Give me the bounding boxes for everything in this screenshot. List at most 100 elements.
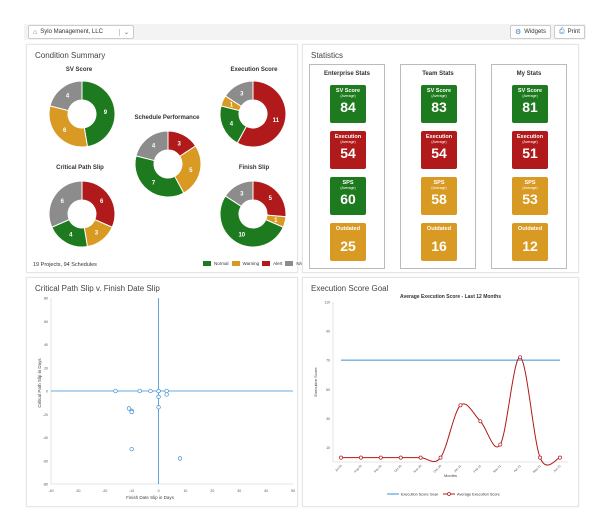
execution-tile[interactable]: Execution (Average) 54 <box>421 131 457 169</box>
top-toolbar: ⌂ Sylo Management, LLC ⌄ ⚙ Widgets ⎙ Pri… <box>24 24 586 40</box>
slice-normal[interactable] <box>81 80 116 148</box>
scatter-point[interactable] <box>164 388 169 394</box>
outdated-tile[interactable]: Outdated 25 <box>330 223 366 261</box>
tile-sublabel: (Average) <box>522 94 538 98</box>
x-tick-label: Oct-20 <box>393 464 402 473</box>
execution-tile[interactable]: Execution (Average) 54 <box>330 131 366 169</box>
stats-column-3: My Stats SV Score (Average) 81 Execution (A… <box>491 64 567 269</box>
slice-alert[interactable] <box>81 180 116 228</box>
panel-title: Condition Summary <box>35 51 106 60</box>
sps-tile[interactable]: SPS (Average) 60 <box>330 177 366 215</box>
y-tick-label: -60 <box>43 459 48 463</box>
donut-exec: 11 4 13 <box>219 80 287 148</box>
x-tick-label: 30 <box>237 489 241 493</box>
y-tick-label: 90 <box>326 330 330 334</box>
execution-tile[interactable]: Execution (Average) 51 <box>512 131 548 169</box>
x-tick-label: Apr-21 <box>513 464 522 473</box>
sv-score-tile[interactable]: SV Score (Average) 83 <box>421 85 457 123</box>
print-button[interactable]: ⎙ Print <box>554 25 585 39</box>
avg-score-point[interactable] <box>538 455 543 460</box>
legend-swatch-warning <box>231 261 240 266</box>
avg-score-point[interactable] <box>498 442 503 447</box>
scatter-point[interactable] <box>156 394 161 399</box>
scatter-point[interactable] <box>156 388 161 394</box>
slice-value-label: 3 <box>240 191 244 197</box>
widgets-label: Widgets <box>524 29 546 35</box>
avg-score-point[interactable] <box>478 419 483 424</box>
x-tick-label: -40 <box>48 489 53 493</box>
slice-na[interactable] <box>224 180 254 208</box>
tile-value: 51 <box>522 145 538 161</box>
scatter-point[interactable] <box>129 446 134 452</box>
slice-na[interactable] <box>48 180 83 228</box>
stats-column-header: My Stats <box>516 71 542 77</box>
avg-score-point[interactable] <box>438 455 443 460</box>
tile-label: Outdated <box>335 226 361 232</box>
legend-avg-marker <box>447 492 451 496</box>
sps-tile[interactable]: SPS (Average) 58 <box>421 177 457 215</box>
scatter-point[interactable] <box>137 388 142 394</box>
avg-score-point[interactable] <box>358 455 363 460</box>
slice-value-label: 1 <box>230 103 234 109</box>
legend-avg-label: Average Execution Score <box>457 493 500 497</box>
tile-sublabel: (Average) <box>522 186 538 190</box>
slice-normal[interactable] <box>134 155 185 198</box>
tile-label: SV Score <box>426 88 452 94</box>
avg-score-point[interactable] <box>558 455 562 460</box>
avg-score-point[interactable] <box>458 403 463 408</box>
legend-normal: Normal <box>214 261 229 266</box>
y-tick-label: 10 <box>326 446 330 450</box>
y-tick-label: 70 <box>326 359 330 363</box>
slice-value-label: 10 <box>238 233 245 239</box>
sps-tile[interactable]: SPS (Average) 53 <box>512 177 548 215</box>
outdated-tile[interactable]: Outdated 16 <box>421 223 457 261</box>
avg-score-point[interactable] <box>518 355 523 360</box>
slice-na[interactable] <box>135 130 169 162</box>
organization-selector[interactable]: ⌂ Sylo Management, LLC ⌄ <box>28 25 134 39</box>
avg-score-point[interactable] <box>339 455 343 460</box>
slice-alert[interactable] <box>236 80 287 148</box>
widgets-button[interactable]: ⚙ Widgets <box>510 25 551 39</box>
avg-score-point[interactable] <box>418 455 423 460</box>
x-tick-label: Jul-20 <box>334 464 343 473</box>
slice-warning[interactable] <box>48 105 89 148</box>
outdated-tile[interactable]: Outdated 12 <box>512 223 548 261</box>
x-tick-label: -20 <box>102 489 107 493</box>
sv-score-tile[interactable]: SV Score (Average) 84 <box>330 85 366 123</box>
tile-label: Outdated <box>517 226 543 232</box>
avg-score-point[interactable] <box>378 455 383 460</box>
sv-score-tile[interactable]: SV Score (Average) 81 <box>512 85 548 123</box>
x-tick-label: -10 <box>129 489 134 493</box>
x-axis-label: Months <box>444 473 457 478</box>
tile-value: 16 <box>431 238 447 254</box>
scatter-point[interactable] <box>156 405 161 410</box>
scatter-point[interactable] <box>126 406 132 411</box>
y-tick-label: 20 <box>44 366 48 370</box>
slice-na[interactable] <box>224 80 254 108</box>
slice-na[interactable] <box>49 80 83 112</box>
scatter-point[interactable] <box>177 456 183 461</box>
scatter-point[interactable] <box>129 409 134 415</box>
x-tick-label: Dec-20 <box>433 464 443 474</box>
y-tick-label: 40 <box>44 343 48 347</box>
tile-label: SPS <box>433 180 445 186</box>
company-logo-icon: ⌂ <box>33 28 38 36</box>
scatter-point[interactable] <box>164 392 169 397</box>
slice-value-label: 4 <box>152 143 156 149</box>
donut-fs: 5 1 10 3 <box>219 180 287 248</box>
avg-score-point[interactable] <box>398 455 403 460</box>
slice-normal[interactable] <box>219 195 284 248</box>
x-tick-label: May-21 <box>532 464 542 474</box>
y-tick-label: 80 <box>44 297 48 301</box>
y-tick-label: 0 <box>46 390 48 394</box>
panel-title: Critical Path Slip v. Finish Date Slip <box>35 284 160 293</box>
legend-alert: Alert <box>273 261 283 266</box>
organization-name: Sylo Management, LLC <box>40 29 103 35</box>
tile-label: SPS <box>342 180 354 186</box>
tile-value: 12 <box>522 238 538 254</box>
scatter-point[interactable] <box>113 388 118 394</box>
slice-value-label: 3 <box>240 91 244 97</box>
scatter-point[interactable] <box>148 388 153 394</box>
legend-na: N/A <box>296 261 304 266</box>
